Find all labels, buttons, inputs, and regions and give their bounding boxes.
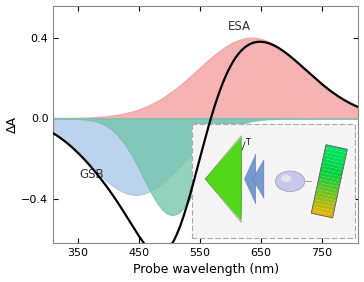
Text: ESA: ESA — [228, 20, 251, 33]
Y-axis label: ΔA: ΔA — [5, 116, 19, 133]
X-axis label: Probe wavelength (nm): Probe wavelength (nm) — [133, 263, 279, 276]
Text: SE: SE — [194, 220, 209, 233]
Text: GSB: GSB — [80, 168, 104, 181]
